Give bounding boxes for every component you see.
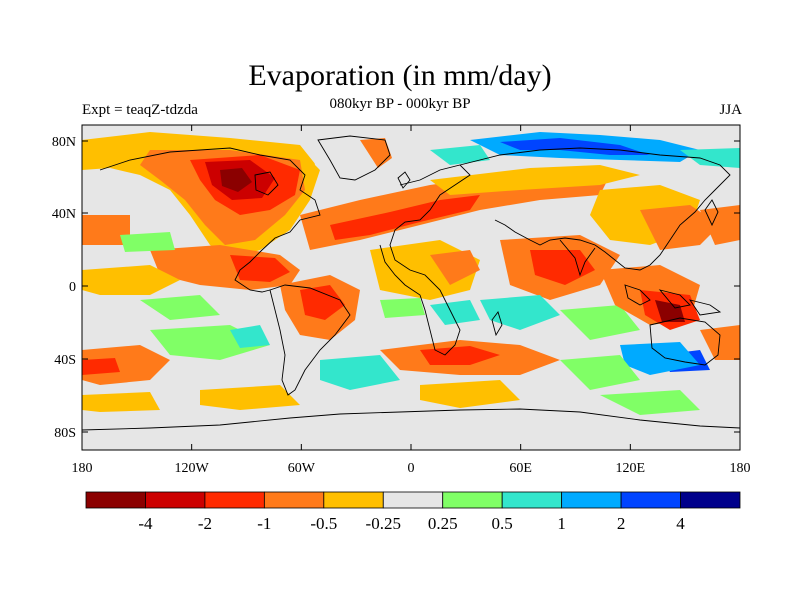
lat-tick-label: 40N (52, 207, 76, 222)
colorbar-swatch (561, 491, 622, 509)
lon-tick-label: 120W (175, 461, 210, 476)
lon-tick-label: 60E (509, 461, 532, 476)
lat-tick-label: 40S (54, 353, 76, 368)
colorbar-label: -0.25 (366, 514, 401, 533)
longitude-axis: 180 120W 60W 0 60E 120E 180 (72, 125, 751, 476)
colorbar-label: -4 (138, 514, 153, 533)
colorbar-label: 1 (557, 514, 566, 533)
anomaly-field (82, 132, 740, 415)
colorbar: -4 -2 -1 -0.5 -0.25 0.25 0.5 1 2 4 (85, 491, 741, 533)
colorbar-swatch (204, 491, 265, 509)
colorbar-swatch (442, 491, 503, 509)
colorbar-label: 4 (676, 514, 685, 533)
lon-tick-label: 180 (730, 461, 751, 476)
colorbar-swatch (145, 491, 206, 509)
colorbar-swatch (323, 491, 384, 509)
colorbar-label: 0.25 (428, 514, 458, 533)
colorbar-swatch (620, 491, 681, 509)
coastlines (82, 135, 740, 431)
lon-tick-label: 0 (408, 461, 415, 476)
colorbar-label: -0.5 (310, 514, 337, 533)
map-title: Evaporation (in mm/day) (248, 59, 552, 92)
lon-tick-label: 180 (72, 461, 93, 476)
lon-tick-label: 120E (616, 461, 646, 476)
colorbar-label: 0.5 (492, 514, 513, 533)
colorbar-label: 2 (617, 514, 626, 533)
colorbar-swatch (680, 491, 741, 509)
lat-tick-label: 0 (69, 280, 76, 295)
colorbar-swatch (263, 491, 325, 509)
colorbar-swatch (382, 491, 444, 509)
experiment-label: Expt = teaqZ-tdzda (82, 102, 198, 118)
colorbar-swatch (501, 491, 563, 509)
lat-tick-label: 80N (52, 135, 76, 150)
time-range-label: 080kyr BP - 000kyr BP (329, 96, 471, 112)
lon-tick-label: 60W (288, 461, 316, 476)
colorbar-label: -2 (198, 514, 212, 533)
colorbar-swatch (85, 491, 146, 509)
season-label: JJA (719, 102, 742, 118)
latitude-axis: 80N 40N 0 40S 80S (52, 135, 740, 441)
lat-tick-label: 80S (54, 426, 76, 441)
colorbar-label: -1 (257, 514, 271, 533)
